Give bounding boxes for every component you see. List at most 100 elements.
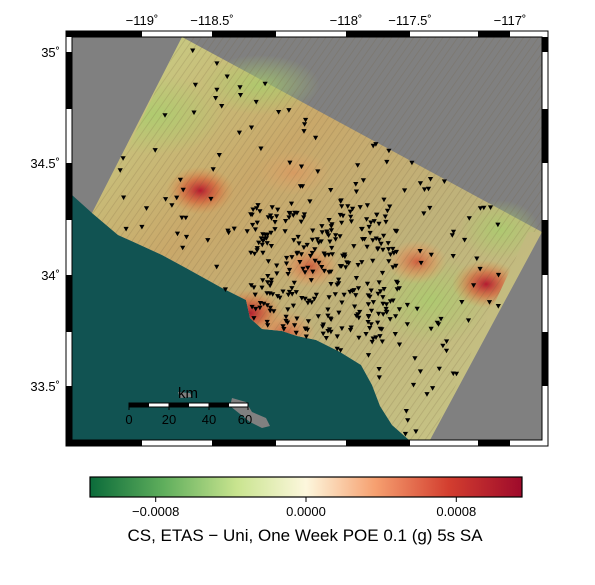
station-marker: [366, 314, 372, 320]
station-marker: [210, 167, 216, 172]
station-marker: [347, 289, 353, 295]
station-marker: [272, 227, 278, 232]
station-marker: [404, 322, 410, 327]
station-marker: [336, 310, 342, 316]
station-marker: [405, 418, 411, 423]
lat-tick-label: 33.5˚: [30, 379, 60, 394]
station-marker: [152, 148, 158, 153]
station-marker: [387, 252, 394, 257]
station-marker: [265, 274, 271, 279]
station-marker: [495, 222, 501, 228]
station-marker: [347, 209, 353, 215]
lon-tick-label: −117.5˚: [388, 13, 432, 28]
station-marker: [365, 353, 372, 358]
station-marker: [257, 209, 263, 214]
station-marker: [262, 81, 268, 87]
station-marker: [315, 314, 321, 319]
station-marker: [328, 269, 334, 275]
station-marker: [376, 221, 382, 227]
station-marker: [264, 291, 270, 296]
station-marker: [329, 252, 335, 257]
station-marker: [417, 249, 423, 254]
station-marker: [121, 195, 127, 201]
station-marker: [367, 230, 373, 236]
colorbar-tick-label: −0.0008: [132, 504, 179, 519]
station-marker: [434, 320, 440, 326]
station-marker: [371, 219, 377, 224]
station-marker: [326, 295, 332, 300]
station-marker: [384, 310, 390, 315]
station-marker: [286, 267, 293, 273]
station-marker: [377, 289, 384, 294]
station-marker: [477, 206, 483, 211]
station-marker: [267, 305, 273, 311]
station-marker: [249, 304, 255, 310]
station-marker: [298, 252, 304, 257]
station-marker: [379, 339, 385, 345]
station-marker: [292, 323, 298, 328]
station-marker: [376, 237, 382, 243]
station-marker: [465, 318, 472, 323]
station-marker: [252, 251, 258, 257]
station-marker: [380, 301, 386, 307]
station-marker: [385, 241, 391, 246]
station-marker: [216, 153, 222, 158]
station-marker: [117, 168, 123, 173]
station-marker: [283, 219, 289, 224]
station-marker: [264, 241, 270, 246]
station-marker: [310, 228, 316, 234]
station-marker: [289, 255, 295, 260]
station-marker: [300, 266, 306, 272]
station-marker: [343, 265, 349, 270]
colorbar-tick-label: 0.0000: [286, 504, 326, 519]
station-marker: [495, 272, 502, 278]
station-marker: [370, 143, 376, 149]
station-marker: [421, 211, 427, 216]
station-marker: [396, 307, 402, 312]
station-marker: [281, 327, 287, 332]
station-marker: [296, 241, 302, 246]
station-marker: [326, 218, 332, 223]
station-marker: [428, 252, 434, 258]
station-marker: [381, 233, 387, 239]
station-marker: [367, 326, 373, 331]
station-marker: [257, 305, 263, 311]
station-marker: [312, 258, 318, 264]
station-marker: [417, 181, 423, 186]
station-marker: [294, 251, 300, 257]
station-marker: [370, 336, 376, 342]
station-marker: [302, 270, 308, 275]
station-marker: [353, 276, 359, 281]
station-marker: [386, 247, 392, 252]
station-marker: [301, 212, 307, 217]
station-marker: [272, 220, 278, 225]
station-marker: [380, 295, 386, 300]
station-marker: [487, 205, 494, 210]
station-marker: [328, 329, 334, 335]
station-marker: [263, 236, 270, 241]
station-marker: [265, 280, 271, 285]
station-marker: [368, 220, 374, 226]
station-marker: [477, 266, 483, 272]
station-marker: [359, 260, 365, 265]
station-marker: [287, 211, 293, 216]
station-marker: [332, 292, 338, 297]
station-marker: [380, 312, 386, 317]
station-marker: [303, 117, 309, 123]
station-marker: [357, 309, 363, 315]
station-marker: [370, 238, 376, 243]
station-marker: [179, 215, 185, 221]
station-marker: [329, 245, 335, 251]
station-marker: [328, 228, 334, 233]
station-marker: [376, 375, 382, 380]
station-marker: [143, 206, 150, 211]
station-marker: [424, 392, 430, 397]
station-marker: [413, 429, 419, 434]
station-marker: [430, 386, 436, 391]
station-marker: [288, 201, 295, 207]
station-marker: [410, 382, 417, 388]
station-marker: [183, 215, 189, 221]
station-marker: [328, 224, 334, 229]
station-marker: [267, 308, 273, 314]
